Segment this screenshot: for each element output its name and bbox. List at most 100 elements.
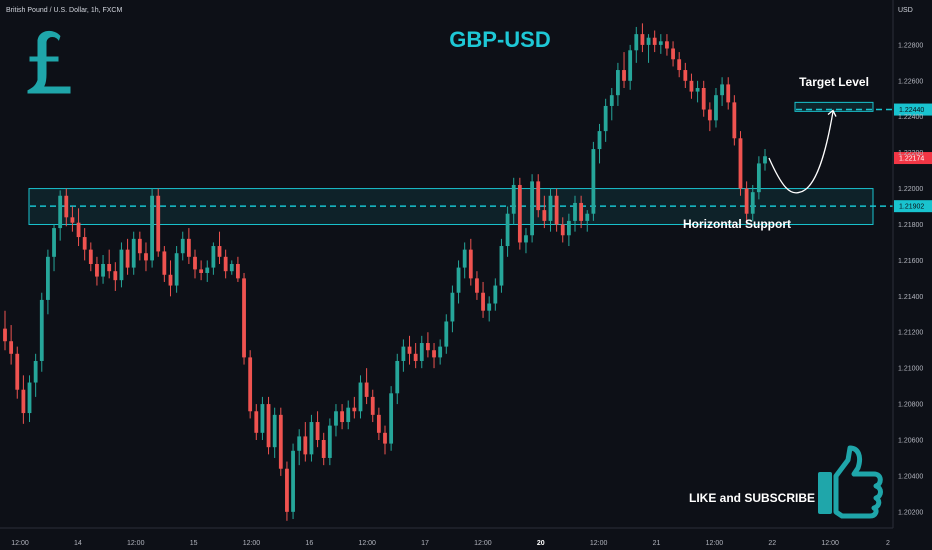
candle-body (144, 253, 148, 261)
candle (174, 246, 179, 293)
candle-body (536, 181, 541, 211)
candle-body (732, 102, 737, 139)
candle (327, 418, 332, 466)
candle-body (137, 238, 142, 254)
price-tick-label: 1.22200 (898, 150, 923, 157)
candle-body (499, 246, 504, 286)
candle (714, 88, 718, 128)
candle (395, 353, 400, 405)
price-tick-label: 1.21400 (898, 294, 923, 301)
candle (573, 195, 577, 232)
candle-body (340, 411, 344, 423)
candle (340, 404, 344, 430)
price-tick-label: 1.21800 (898, 222, 923, 229)
candle-body (671, 48, 675, 60)
candle-body (517, 184, 522, 243)
candle (346, 400, 351, 430)
symbol-description: British Pound / U.S. Dollar, 1h, FXCM (6, 7, 122, 14)
candle-body (750, 192, 755, 214)
candle-body (554, 195, 559, 225)
candle-body (15, 353, 20, 390)
candle-body (291, 450, 295, 512)
candle-body (162, 251, 167, 275)
candle-body (652, 37, 657, 45)
candle-body (88, 249, 93, 264)
time-tick-label: 15 (190, 540, 198, 547)
candle (358, 375, 363, 419)
candle-body (413, 353, 418, 361)
candle (401, 339, 406, 372)
overlays: 1.22440 1.22174 1.21902 (768, 103, 932, 213)
candle-body (677, 59, 682, 71)
target-price-label-bg (894, 103, 932, 116)
time-tick-label: 12:00 (474, 540, 492, 547)
candle-body (107, 264, 112, 272)
support-price-label-bg (894, 200, 932, 213)
candle (677, 52, 682, 78)
candle (652, 30, 657, 53)
candle-body (352, 407, 357, 412)
candle-body (113, 271, 118, 281)
candle-body (640, 34, 645, 45)
candle (266, 396, 271, 455)
price-tick-label: 1.22000 (898, 186, 923, 193)
candle-body (70, 217, 75, 223)
time-tick-label: 17 (421, 540, 429, 547)
price-tick-label: 1.21200 (898, 330, 923, 337)
candle (695, 80, 700, 103)
candle-body (186, 238, 191, 257)
candle-body (199, 269, 204, 273)
time-tick-label: 20 (537, 540, 545, 547)
candle (3, 310, 7, 351)
projection-arrowhead (827, 109, 837, 117)
candle-body (542, 210, 547, 221)
candle (475, 271, 479, 300)
candle-body (156, 195, 161, 252)
candle (82, 228, 87, 261)
like-subscribe-text: LIKE and SUBSCRIBE (689, 491, 815, 505)
time-tick-label: 22 (768, 540, 776, 547)
candle (156, 188, 161, 257)
candle (248, 350, 253, 419)
candle-body (603, 105, 608, 132)
time-axis[interactable]: 12:00 14 12:00 15 12:00 16 12:00 17 12:00 20 12:00… (11, 540, 890, 547)
candle-body (573, 202, 577, 221)
thumbs-up-icon[interactable] (818, 445, 883, 519)
candle (585, 210, 590, 232)
candle (524, 228, 528, 254)
candle-body (297, 436, 302, 451)
candle-body (278, 414, 283, 469)
candle (487, 296, 492, 322)
candle (236, 256, 240, 282)
price-axis[interactable]: 1.22800 1.22600 1.22400 1.22200 1.22000 1.218… (898, 42, 923, 516)
candle-body (9, 341, 14, 354)
candle (334, 404, 338, 437)
price-tick-label: 1.22600 (898, 78, 923, 85)
candle (426, 332, 430, 358)
candle-body (389, 393, 394, 444)
candle (303, 422, 308, 462)
support-price-label: 1.21902 (894, 200, 932, 213)
candle (9, 325, 14, 365)
candle-body (82, 237, 87, 250)
candle-body (505, 213, 510, 247)
candle-body (101, 264, 105, 277)
candle (671, 41, 675, 67)
candle-body (658, 41, 663, 45)
candle-body (309, 422, 314, 455)
candle-body (720, 84, 724, 96)
candle-body (217, 246, 222, 257)
candle-body (266, 404, 271, 448)
axis-currency: USD (898, 7, 913, 14)
candle-body (321, 440, 326, 458)
candle (566, 213, 571, 247)
candle (438, 339, 443, 365)
candle-body (548, 195, 553, 221)
candle (560, 217, 565, 243)
candle (254, 404, 259, 440)
time-tick-label: 14 (74, 540, 82, 547)
candle (517, 177, 522, 250)
candle (597, 123, 602, 164)
candle (683, 62, 688, 88)
